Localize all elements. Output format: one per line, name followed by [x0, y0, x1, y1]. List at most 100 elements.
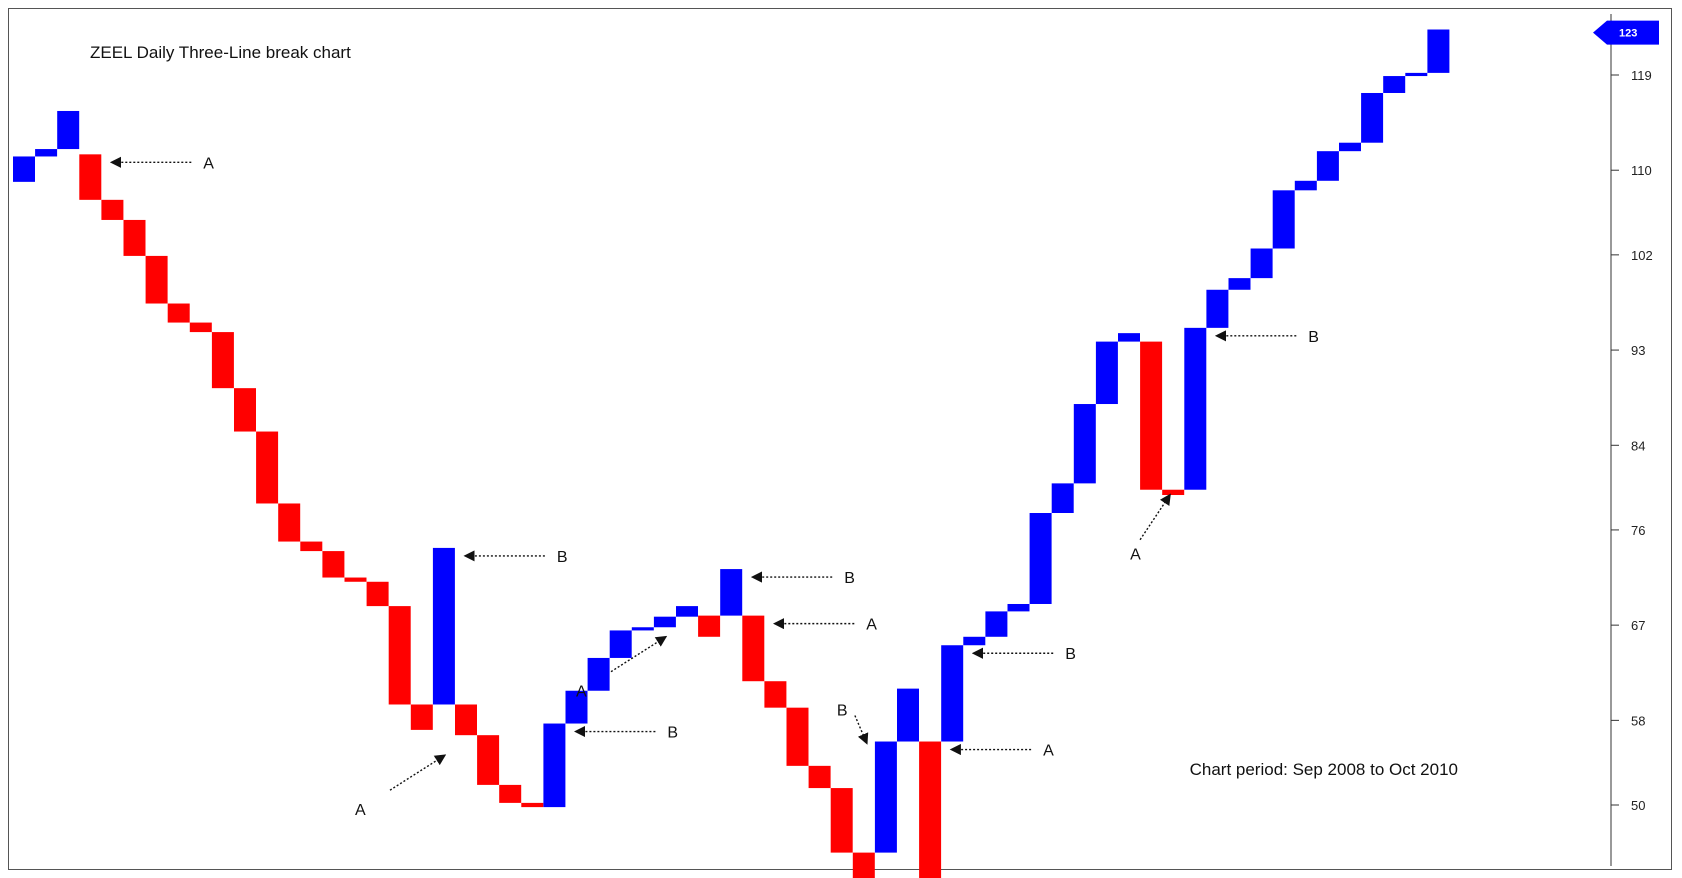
up-line — [57, 110, 80, 150]
down-line — [101, 199, 124, 220]
y-tick-label: 93 — [1631, 343, 1645, 358]
last-value-label: 123 — [1619, 28, 1637, 40]
up-line — [676, 606, 698, 617]
up-line — [985, 611, 1008, 637]
up-line — [1051, 483, 1074, 513]
up-line — [1250, 248, 1273, 279]
up-line — [1073, 404, 1096, 484]
up-line — [1405, 72, 1428, 77]
annotation-label: A — [1043, 743, 1054, 760]
up-line — [1272, 190, 1295, 249]
up-line — [565, 690, 588, 724]
up-line — [35, 149, 58, 157]
up-line — [1339, 142, 1361, 152]
down-line — [234, 388, 256, 432]
annotation-label: B — [1065, 646, 1076, 663]
up-line — [1361, 92, 1384, 143]
up-line — [1228, 278, 1251, 290]
annotation-label: B — [844, 570, 855, 587]
y-tick-label: 119 — [1631, 68, 1652, 83]
chart-period-note: Chart period: Sep 2008 to Oct 2010 — [1189, 760, 1458, 779]
up-line — [13, 156, 35, 182]
annotation-label: B — [837, 703, 848, 720]
last-value-box — [1593, 20, 1659, 45]
down-line — [830, 788, 853, 853]
annotation-label: A — [866, 617, 877, 634]
up-line — [653, 616, 676, 628]
down-line — [808, 765, 831, 789]
annotation-label: A — [203, 155, 214, 172]
annotation-arrow — [610, 635, 668, 673]
annotation-label: A — [1130, 547, 1141, 564]
chart-title: ZEEL Daily Three-Line break chart — [90, 43, 351, 62]
y-tick-label: 110 — [1631, 163, 1652, 178]
annotation-label: B — [557, 549, 568, 566]
down-line — [786, 707, 809, 766]
down-line — [499, 784, 522, 803]
down-line — [410, 704, 433, 730]
y-tick-label: 50 — [1631, 798, 1645, 813]
down-line — [211, 332, 234, 389]
down-line — [278, 503, 301, 542]
down-line — [764, 681, 787, 708]
up-line — [941, 645, 964, 742]
annotation-arrow — [389, 754, 447, 791]
up-line — [1294, 180, 1317, 191]
down-line — [167, 303, 190, 323]
up-line — [631, 627, 654, 631]
down-line — [852, 852, 875, 878]
annotation-label: B — [1308, 329, 1319, 346]
down-line — [1162, 489, 1185, 496]
down-line — [79, 154, 102, 200]
chart-lines — [13, 29, 1450, 878]
down-line — [145, 255, 168, 304]
up-line — [1184, 327, 1207, 490]
annotation-label: B — [667, 725, 678, 742]
annotation-label: A — [576, 684, 587, 701]
annotation-arrow — [1139, 493, 1171, 541]
annotation-label: A — [355, 802, 366, 819]
down-line — [123, 219, 146, 256]
y-tick-label: 67 — [1631, 618, 1645, 633]
y-axis: 50 58 67 76 84 93 102 110 119 — [1610, 14, 1653, 866]
up-line — [609, 630, 632, 658]
down-line — [1140, 341, 1163, 490]
y-tick-label: 76 — [1631, 523, 1645, 538]
annotation-arrow — [854, 715, 869, 745]
down-line — [477, 735, 500, 785]
down-line — [698, 615, 721, 637]
down-line — [366, 581, 389, 607]
last-value-marker: 123 — [1593, 20, 1659, 45]
up-line — [543, 723, 566, 808]
down-line — [344, 577, 367, 582]
y-tick-label: 84 — [1631, 438, 1645, 453]
y-tick-label: 58 — [1631, 713, 1645, 728]
up-line — [720, 569, 743, 616]
up-line — [1383, 76, 1406, 93]
up-line — [1206, 289, 1229, 328]
up-line — [1118, 333, 1140, 342]
y-tick-label: 102 — [1631, 248, 1653, 263]
up-line — [1007, 603, 1030, 612]
down-line — [300, 541, 323, 552]
up-line — [1095, 341, 1118, 405]
down-line — [189, 322, 212, 333]
up-line — [1316, 151, 1339, 181]
annotations: A B A B A B A B A B A B — [109, 155, 1319, 819]
up-line — [897, 688, 919, 742]
up-line — [432, 547, 455, 705]
down-line — [919, 741, 942, 878]
down-line — [256, 431, 279, 504]
down-line — [521, 802, 544, 808]
down-line — [742, 615, 765, 682]
up-line — [874, 741, 897, 853]
chart-frame — [8, 8, 1672, 870]
up-line — [963, 636, 986, 646]
up-line — [1427, 29, 1450, 73]
up-line — [1029, 513, 1052, 604]
down-line — [322, 551, 345, 578]
down-line — [455, 704, 477, 736]
down-line — [388, 606, 411, 705]
up-line — [587, 657, 610, 691]
